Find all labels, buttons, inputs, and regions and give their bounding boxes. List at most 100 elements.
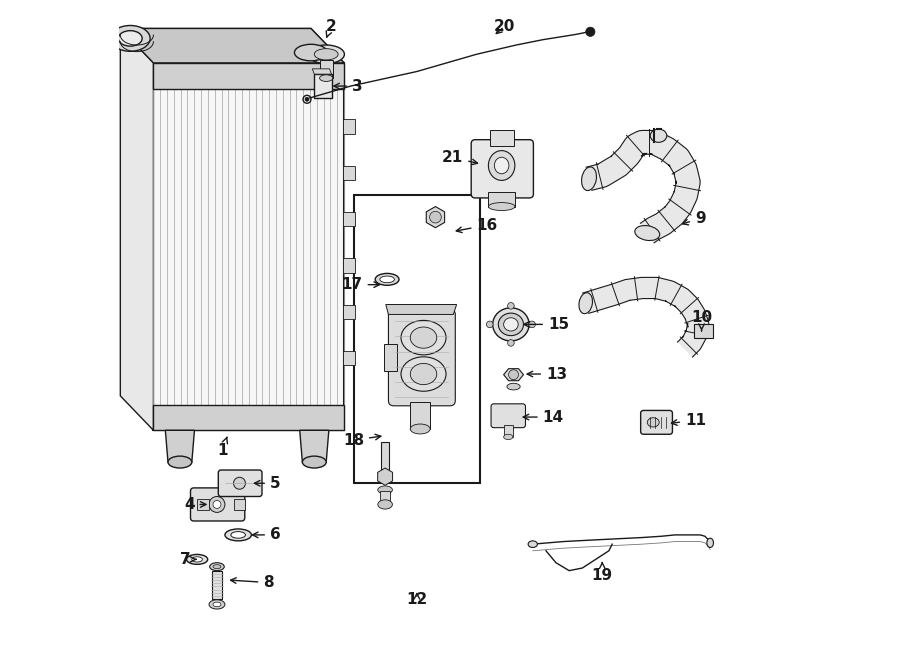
Ellipse shape [647,418,659,427]
Ellipse shape [528,541,537,547]
Bar [343,119,355,134]
Bar [314,74,331,98]
Ellipse shape [489,151,515,181]
FancyBboxPatch shape [491,404,526,428]
Bar [320,60,333,78]
Text: 21: 21 [442,150,478,165]
Circle shape [233,477,246,489]
Circle shape [486,321,493,328]
Polygon shape [166,430,194,462]
Ellipse shape [111,26,150,52]
FancyBboxPatch shape [191,488,245,521]
Ellipse shape [168,456,192,468]
Polygon shape [121,28,344,63]
Ellipse shape [231,532,246,538]
Bar [354,195,480,483]
Polygon shape [153,63,344,89]
Ellipse shape [499,313,524,336]
Text: 19: 19 [591,563,613,583]
Text: 5: 5 [255,476,281,491]
Bar [383,344,397,371]
Ellipse shape [308,45,345,64]
Text: 3: 3 [334,79,363,93]
Circle shape [305,97,309,101]
Ellipse shape [192,557,202,562]
Text: 18: 18 [343,433,381,448]
Text: 12: 12 [406,592,428,606]
Ellipse shape [225,529,251,541]
FancyBboxPatch shape [389,309,455,406]
Text: 9: 9 [682,211,706,226]
Ellipse shape [314,49,338,60]
FancyBboxPatch shape [219,470,262,496]
Text: 1: 1 [217,437,228,457]
Bar [504,425,513,437]
Bar [343,351,355,365]
Ellipse shape [209,600,225,609]
Text: 2: 2 [326,19,337,37]
Polygon shape [386,305,456,314]
Circle shape [209,496,225,512]
Polygon shape [121,28,153,430]
Ellipse shape [492,308,529,341]
FancyBboxPatch shape [472,140,534,198]
Ellipse shape [410,424,430,434]
Bar [380,491,391,503]
Circle shape [213,500,220,508]
Bar [343,166,355,180]
Bar [489,192,515,207]
Circle shape [508,369,518,379]
Circle shape [508,303,514,309]
Ellipse shape [378,500,392,509]
Ellipse shape [504,434,513,440]
Ellipse shape [504,318,518,331]
Ellipse shape [401,320,446,355]
Bar [490,130,514,146]
Bar [694,324,714,338]
Text: 13: 13 [527,367,567,381]
Ellipse shape [375,273,399,285]
Polygon shape [586,130,700,243]
Text: 7: 7 [180,552,196,567]
Ellipse shape [320,75,333,81]
Polygon shape [378,468,392,485]
Polygon shape [153,405,344,430]
Bar [343,212,355,226]
Ellipse shape [302,456,326,468]
Bar [343,258,355,273]
Text: 4: 4 [184,497,206,512]
Text: 10: 10 [691,310,712,331]
Ellipse shape [651,129,667,142]
Ellipse shape [378,486,392,494]
Polygon shape [312,69,331,74]
FancyBboxPatch shape [641,410,672,434]
Ellipse shape [210,563,224,571]
Bar [382,442,389,471]
Ellipse shape [401,357,446,391]
Polygon shape [427,207,445,228]
Ellipse shape [579,293,592,314]
Text: 11: 11 [671,413,706,428]
Ellipse shape [634,226,660,240]
Ellipse shape [294,44,328,61]
Ellipse shape [494,158,508,174]
Text: 20: 20 [493,19,515,34]
Bar [212,571,221,599]
Circle shape [508,340,514,346]
Bar [410,402,430,429]
Ellipse shape [380,276,394,283]
Text: 6: 6 [252,528,281,542]
Text: 17: 17 [341,277,380,292]
Ellipse shape [410,363,436,385]
Bar [233,499,246,510]
Polygon shape [153,63,344,430]
Circle shape [429,211,441,223]
Text: 14: 14 [523,410,563,424]
Circle shape [586,27,595,36]
Ellipse shape [186,554,208,564]
Polygon shape [300,430,328,462]
Ellipse shape [213,602,220,607]
Polygon shape [504,369,524,381]
Text: 15: 15 [524,317,569,332]
Polygon shape [121,28,344,63]
